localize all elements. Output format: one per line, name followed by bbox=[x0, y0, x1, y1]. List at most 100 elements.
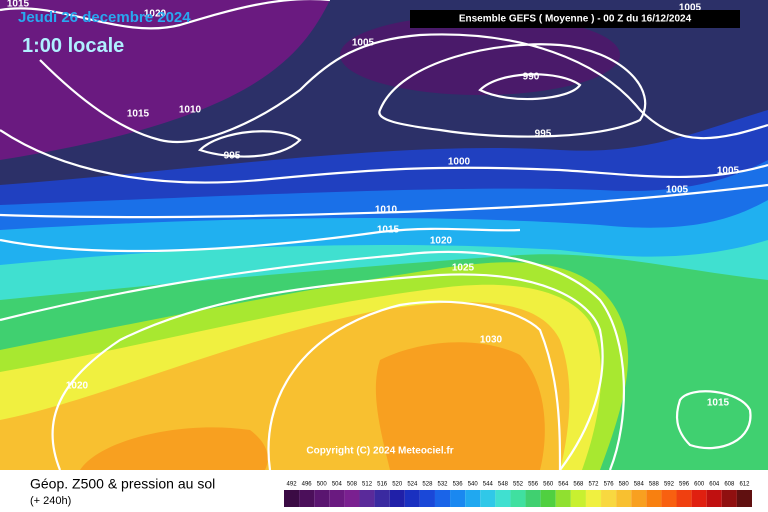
colorbar-label: 492 bbox=[287, 482, 298, 488]
isobar bbox=[51, 273, 604, 471]
isobar bbox=[378, 43, 647, 138]
colorbar-label: 548 bbox=[498, 482, 509, 488]
colorbar-swatch bbox=[329, 490, 345, 507]
layer bbox=[375, 342, 545, 470]
isobar-labels: 1015 1020 1005 990 1015 1010 995 995 1000 1005 100… bbox=[7, 0, 740, 409]
colorbar-label: 604 bbox=[709, 482, 720, 488]
colorbar-label: 500 bbox=[317, 482, 328, 488]
colorbar-label: 580 bbox=[619, 482, 630, 488]
colorbar-swatch bbox=[646, 490, 662, 507]
forecast-date: Jeudi 26 decembre 2024 bbox=[18, 9, 191, 26]
colorbar-label: 552 bbox=[513, 482, 524, 488]
isobar bbox=[197, 130, 302, 158]
colorbar-swatch bbox=[359, 490, 375, 507]
colorbar-label: 528 bbox=[422, 482, 433, 488]
isobar-label: 995 bbox=[224, 151, 241, 162]
colorbar-swatch bbox=[601, 490, 617, 507]
header-box bbox=[410, 10, 740, 28]
colorbar-label: 568 bbox=[573, 482, 584, 488]
colorbar-swatch bbox=[510, 490, 526, 507]
colorbar-swatch bbox=[465, 490, 481, 507]
isobar-label: 1015 bbox=[707, 398, 730, 409]
isobar-label: 1015 bbox=[7, 0, 30, 10]
layer bbox=[80, 427, 268, 470]
footer-lead: (+ 240h) bbox=[30, 495, 71, 507]
colorbar-label: 544 bbox=[483, 482, 494, 488]
colorbar-label: 516 bbox=[377, 482, 388, 488]
isobar-label: 1015 bbox=[127, 109, 150, 120]
colorbar-swatch bbox=[284, 490, 300, 507]
isobar-label: 1005 bbox=[666, 185, 689, 196]
colorbar-label: 524 bbox=[407, 482, 418, 488]
colorbar-label: 512 bbox=[362, 482, 373, 488]
isobar-label: 990 bbox=[523, 72, 540, 83]
colorbar-label: 576 bbox=[604, 482, 615, 488]
isobar-label: 995 bbox=[535, 129, 552, 140]
isobar-label: 1020 bbox=[430, 236, 453, 247]
colorbar-swatch bbox=[555, 490, 571, 507]
colorbar-swatch bbox=[434, 490, 451, 507]
isobar-label: 1030 bbox=[480, 335, 503, 346]
colorbar-swatch bbox=[344, 490, 360, 507]
isobars bbox=[0, 0, 768, 471]
colorbar-label: 588 bbox=[649, 482, 660, 488]
isobar bbox=[0, 183, 768, 219]
isobar-label: 1015 bbox=[377, 225, 400, 236]
colorbar-label: 556 bbox=[528, 482, 539, 488]
colorbar-swatch bbox=[540, 490, 556, 507]
colorbar-swatch bbox=[419, 490, 435, 507]
colorbar-swatch bbox=[374, 490, 390, 507]
colorbar-swatch bbox=[631, 490, 647, 507]
colorbar-label: 572 bbox=[588, 482, 599, 488]
colorbar-label: 600 bbox=[694, 482, 705, 488]
isobar bbox=[478, 73, 582, 101]
isobar-label: 1005 bbox=[352, 38, 375, 49]
colorbar-label: 536 bbox=[453, 482, 464, 488]
isobar-label: 1005 bbox=[679, 3, 702, 14]
colorbar-swatch bbox=[570, 490, 586, 507]
colorbar-label: 584 bbox=[634, 482, 645, 488]
colorbar-swatch bbox=[525, 490, 541, 507]
colorbar-swatch bbox=[389, 490, 405, 507]
colorbar-swatch bbox=[299, 490, 315, 507]
colorbar-swatch bbox=[691, 490, 707, 507]
colorbar-label: 564 bbox=[558, 482, 569, 488]
colorbar-swatch bbox=[495, 490, 511, 507]
footer-title: Géop. Z500 & pression au sol bbox=[30, 476, 215, 492]
isobar-label: 1010 bbox=[179, 105, 202, 116]
forecast-time: 1:00 locale bbox=[22, 35, 124, 57]
colorbar-swatch bbox=[721, 490, 737, 507]
isobar-label: 1000 bbox=[448, 157, 471, 168]
isobar bbox=[0, 129, 768, 184]
colorbar-label: 612 bbox=[739, 482, 750, 488]
isobar-label: 1005 bbox=[717, 166, 740, 177]
colorbar-swatch bbox=[706, 490, 722, 507]
isobar-label: 1020 bbox=[144, 9, 167, 20]
colorbar-label: 596 bbox=[679, 482, 690, 488]
isobar bbox=[675, 390, 752, 450]
colorbar-label: 520 bbox=[392, 482, 403, 488]
isobar-label: 1025 bbox=[452, 263, 475, 274]
colorbar-label: 592 bbox=[664, 482, 675, 488]
colorbar-label: 496 bbox=[302, 482, 313, 488]
isobar-label: 1010 bbox=[375, 205, 398, 216]
model-run: Ensemble GEFS ( Moyenne ) - 00 Z du 16/1… bbox=[459, 14, 692, 25]
colorbar-swatch bbox=[736, 490, 752, 507]
colorbar-label: 560 bbox=[543, 482, 554, 488]
colorbar-swatch bbox=[404, 490, 420, 507]
colorbar-swatch bbox=[314, 490, 330, 507]
colorbar-label: 508 bbox=[347, 482, 358, 488]
colorbar-swatch bbox=[450, 490, 466, 507]
colorbar-label: 504 bbox=[332, 482, 343, 488]
colorbar-label: 532 bbox=[438, 482, 449, 488]
colorbar-label: 540 bbox=[468, 482, 479, 488]
colorbar-label: 608 bbox=[724, 482, 735, 488]
colorbar-swatch bbox=[585, 490, 602, 507]
colorbar-swatch bbox=[480, 490, 496, 507]
colorbar-swatch bbox=[661, 490, 677, 507]
isobar-label: 1020 bbox=[66, 381, 89, 392]
isobar bbox=[267, 300, 562, 471]
colorbar: 492 496 500 504 508 512 516 520 524 528 532 536 540 5… bbox=[284, 482, 752, 507]
isobar bbox=[39, 33, 768, 144]
